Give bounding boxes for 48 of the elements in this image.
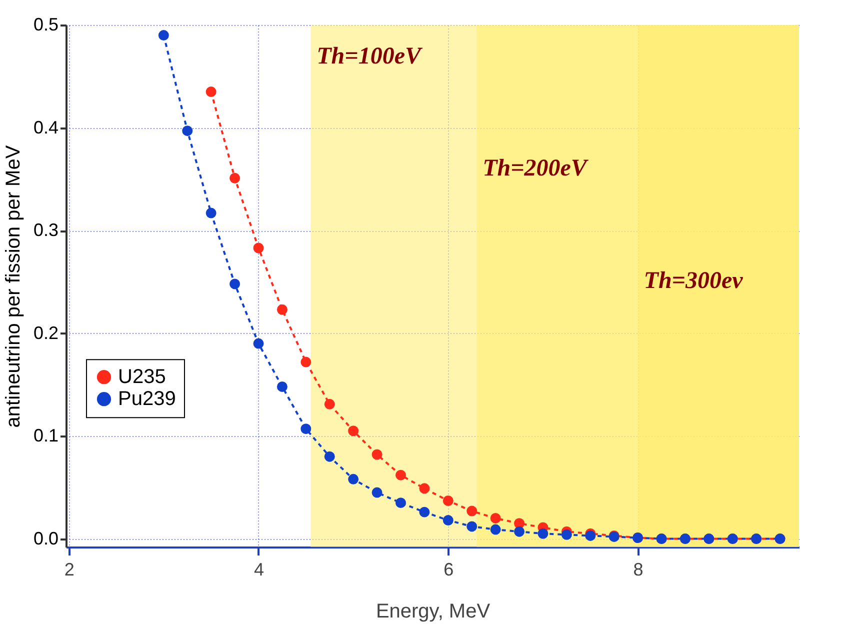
point (206, 208, 216, 218)
point (514, 526, 525, 537)
point (538, 528, 548, 539)
point (324, 398, 335, 410)
point (372, 449, 382, 460)
point (490, 524, 501, 535)
point (276, 304, 288, 315)
y-axis-title: antineutrino per fission per MeV (2, 144, 24, 428)
band-label: Th=100eV (316, 43, 423, 70)
y-tick-label: 0.5 (33, 14, 58, 34)
legend-label: Pu239 (118, 388, 176, 410)
point (442, 515, 454, 526)
y-tick-label: 0.2 (33, 322, 58, 343)
legend-label: U235 (118, 366, 166, 388)
point (300, 356, 312, 368)
point (466, 521, 478, 532)
y-tick-label: 0.3 (33, 220, 58, 240)
point (158, 30, 169, 41)
point (372, 487, 382, 498)
point (206, 86, 216, 98)
y-tick-label: 0.0 (33, 528, 58, 548)
point (419, 506, 430, 518)
point (466, 506, 478, 516)
point (395, 470, 406, 480)
point (395, 498, 406, 508)
point (348, 426, 359, 436)
point (419, 483, 430, 494)
x-axis-title: Energy, MeV (376, 600, 491, 622)
x-tick-label: 8 (633, 560, 644, 580)
y-tick-label: 0.1 (33, 426, 58, 446)
point (276, 381, 288, 392)
point (561, 529, 572, 540)
point (324, 451, 335, 462)
point (348, 474, 359, 484)
x-tick-label: 6 (444, 560, 454, 580)
point (490, 512, 501, 524)
point (253, 242, 264, 254)
y-tick-label: 0.4 (33, 117, 58, 138)
point (230, 172, 240, 184)
point (442, 496, 454, 506)
x-tick-label: 2 (64, 560, 74, 580)
point (253, 338, 264, 349)
point (230, 278, 240, 290)
point (300, 424, 312, 434)
band-label: Th=200eV (482, 156, 589, 182)
point (182, 126, 193, 136)
band-label: Th=300ev (644, 268, 744, 294)
x-tick-label: 4 (254, 560, 264, 580)
